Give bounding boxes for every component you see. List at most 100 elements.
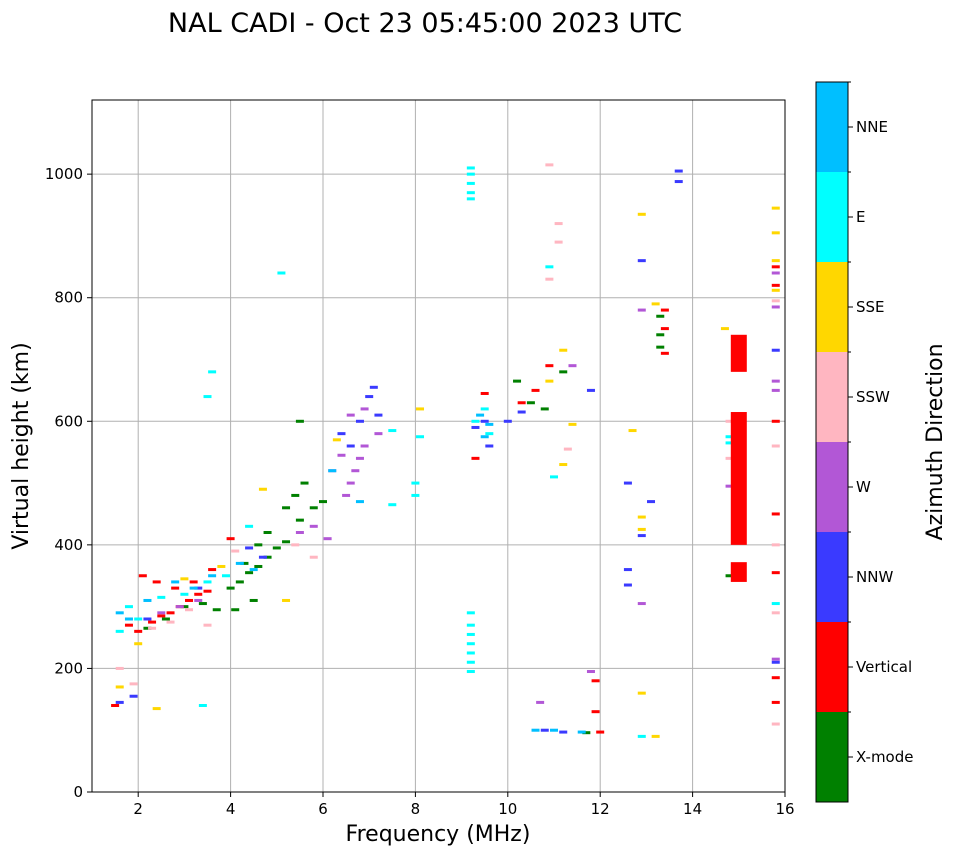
axis-ticks: 2 4 6 8 10 12 14 16 0 200 400 600 800 1000 (45, 165, 795, 818)
data-point-e (771, 602, 780, 606)
data-point-e (466, 651, 475, 655)
data-point-x-mode (309, 506, 318, 510)
data-point-nnw (337, 432, 346, 436)
data-point-e (124, 605, 133, 609)
data-point-nne (355, 500, 364, 504)
data-point-w (360, 444, 369, 448)
colorbar-tick-label: SSW (856, 388, 890, 406)
data-point-e (466, 191, 475, 195)
data-point-nnw (258, 555, 267, 559)
data-point-e (466, 197, 475, 201)
data-point-ssw (554, 222, 563, 226)
data-point-e (466, 632, 475, 636)
data-point-ssw (725, 419, 734, 423)
data-point-nne (171, 580, 180, 584)
data-point-sse (568, 422, 577, 426)
x-tick-label: 16 (775, 800, 794, 818)
data-point-e (416, 435, 425, 439)
colorbar-frame (815, 81, 849, 803)
data-point-e (388, 503, 397, 507)
colorbar-tick-label: NNE (856, 118, 888, 136)
data-point-ssw (554, 240, 563, 244)
data-point-vertical (545, 364, 554, 368)
data-point-x-mode (582, 731, 591, 735)
data-point-sse (637, 527, 646, 531)
colorbar-segment (816, 712, 848, 802)
data-point-x-mode (263, 555, 272, 559)
data-point-ssw (545, 277, 554, 281)
data-point-vertical (124, 623, 133, 627)
data-point-nne (476, 413, 485, 417)
data-point-w (351, 469, 360, 473)
data-point-vertical (208, 568, 217, 572)
data-point-ssw (771, 543, 780, 547)
data-point-e (466, 172, 475, 176)
data-point-w (323, 537, 332, 541)
data-point-e (134, 617, 143, 621)
colorbar-segment (816, 532, 848, 622)
data-point-nnw (245, 546, 254, 550)
data-point-sse (152, 707, 161, 711)
data-point-nnw (485, 444, 494, 448)
data-point-nnw (369, 385, 378, 389)
data-point-e (466, 181, 475, 185)
data-point-w (771, 388, 780, 392)
data-point-e (388, 429, 397, 433)
data-point-nnw (129, 694, 138, 698)
data-point-e (471, 419, 480, 423)
colorbar-tick-label: W (856, 478, 871, 496)
plot-area (92, 100, 785, 792)
data-point-sse (217, 564, 226, 568)
data-point-x-mode (656, 333, 665, 337)
data-point-nne (235, 561, 244, 565)
data-point-x-mode (212, 608, 221, 612)
data-point-vertical (771, 419, 780, 423)
data-point-ssw (115, 666, 124, 670)
data-point-e (411, 481, 420, 485)
data-point-e (725, 441, 734, 445)
data-point-w (157, 611, 166, 615)
data-point-nnw (771, 348, 780, 352)
data-point-x-mode (295, 419, 304, 423)
data-point-ssw (129, 682, 138, 686)
colorbar-segment (816, 172, 848, 262)
data-point-vertical (226, 537, 235, 541)
data-point-vertical (591, 710, 600, 714)
data-point-nnw (503, 419, 512, 423)
data-point-nnw (623, 568, 632, 572)
x-tick-label: 12 (591, 800, 610, 818)
colorbar-segment (816, 352, 848, 442)
data-point-x-mode (319, 500, 327, 504)
data-point-vertical (771, 571, 780, 575)
data-point-sse (771, 259, 780, 263)
data-point-sse (771, 288, 780, 292)
data-point-ssw (545, 163, 554, 167)
colorbar-tick-label: NNW (856, 568, 893, 586)
data-point-ssw (771, 611, 780, 615)
x-tick-label: 2 (133, 800, 143, 818)
data-point-vertical (148, 620, 157, 624)
data-point-e (221, 574, 230, 578)
data-point-vertical (194, 592, 203, 596)
data-point-sse (134, 642, 143, 646)
data-point-ssw (185, 608, 194, 612)
data-point-x-mode (143, 626, 152, 630)
data-point-sse (637, 691, 646, 695)
data-point-ssw (148, 626, 157, 630)
data-point-sse (559, 463, 568, 467)
data-point-w (374, 432, 383, 436)
data-point-vertical (771, 283, 780, 287)
data-point-nne (249, 568, 258, 572)
data-point-vertical (471, 456, 480, 460)
data-point-x-mode (656, 314, 665, 318)
data-point-x-mode (513, 379, 522, 383)
data-point-nne (115, 611, 124, 615)
data-point-e (466, 611, 475, 615)
data-point-x-mode (161, 617, 170, 621)
data-point-nne (208, 574, 217, 578)
data-point-sse (258, 487, 267, 491)
y-tick-label: 600 (54, 412, 83, 430)
plot-frame (91, 99, 786, 793)
data-point-vertical (591, 679, 600, 683)
data-point-sse (651, 734, 660, 738)
